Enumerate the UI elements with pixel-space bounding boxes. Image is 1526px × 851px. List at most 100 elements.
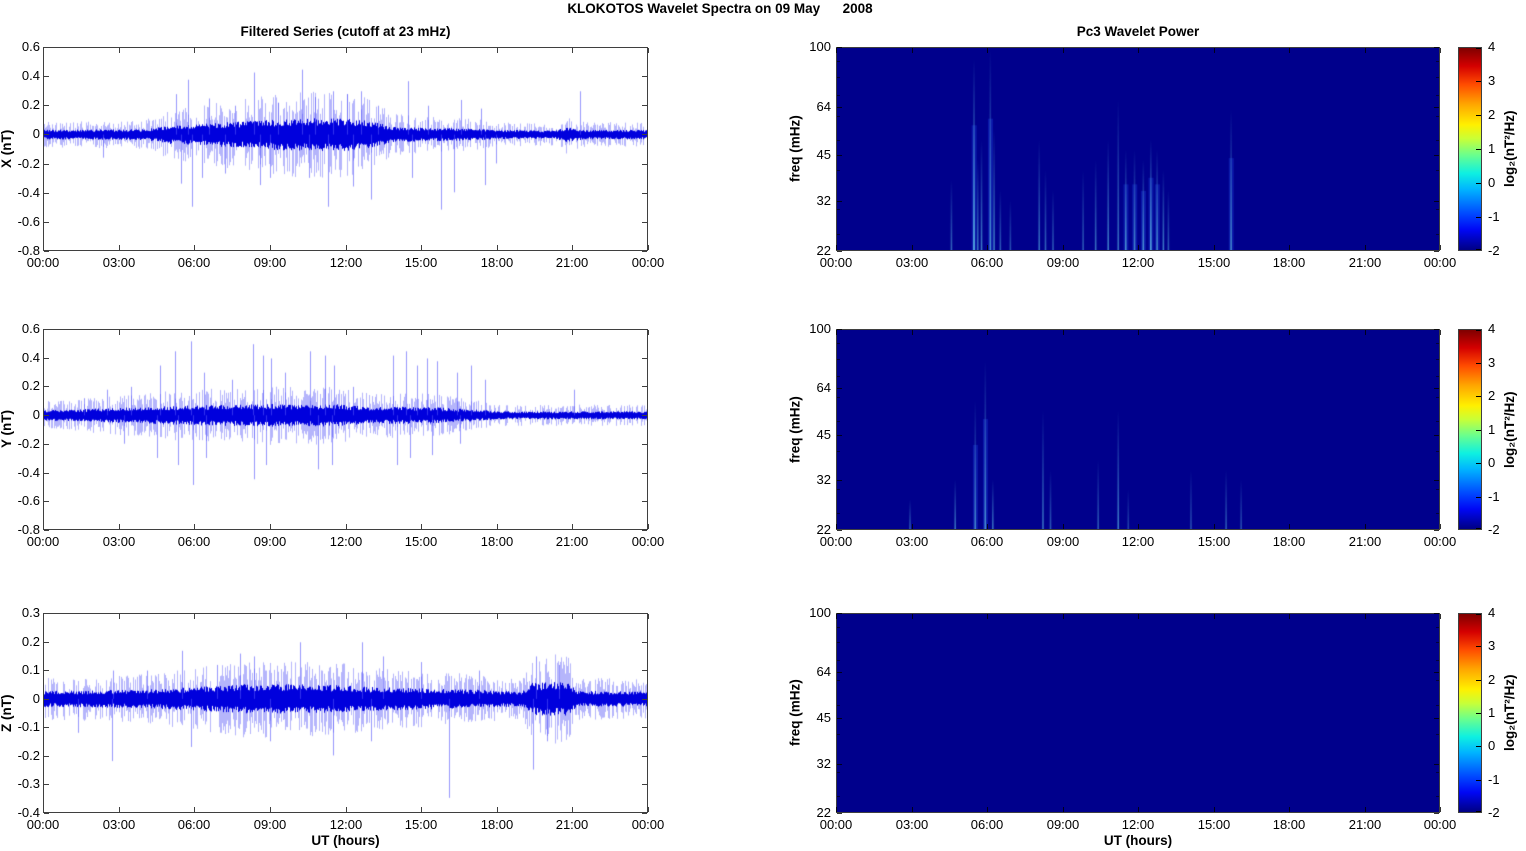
- tick-mark: [1436, 421, 1439, 422]
- tick-mark: [1436, 772, 1439, 773]
- x-tick-label: 18:00: [1272, 255, 1306, 270]
- x-tick-label: 00:00: [819, 817, 853, 832]
- x-tick-label: 03:00: [102, 255, 136, 270]
- tick-mark: [837, 627, 840, 628]
- freq-tick-label: 64: [816, 380, 831, 395]
- tick-mark: [572, 524, 573, 529]
- tick-mark: [642, 358, 647, 359]
- x-tick-label: 18:00: [480, 255, 514, 270]
- x-tick-label: 06:00: [177, 817, 211, 832]
- tick-mark: [642, 473, 647, 474]
- tick-mark: [44, 164, 49, 165]
- tick-mark: [1063, 807, 1064, 812]
- y-tick-label: -0.3: [17, 776, 40, 791]
- tick-mark: [648, 330, 649, 335]
- tick-mark: [1063, 614, 1064, 619]
- tick-mark: [346, 330, 347, 335]
- tick-mark: [44, 134, 49, 135]
- tick-mark: [44, 727, 49, 728]
- colorbar-tick-label: -2: [1488, 243, 1500, 258]
- freq-tick-label: 100: [809, 321, 831, 336]
- tick-mark: [1436, 209, 1439, 210]
- tick-mark: [1214, 807, 1215, 812]
- y-tick-label: 0.4: [21, 350, 40, 365]
- tick-mark: [1138, 524, 1139, 529]
- tick-mark: [1365, 48, 1366, 53]
- tick-mark: [837, 435, 842, 436]
- tick-mark: [44, 222, 49, 223]
- tick-mark: [837, 329, 842, 330]
- tick-mark: [642, 784, 647, 785]
- freq-tick-label: 22: [816, 243, 831, 258]
- tick-mark: [837, 209, 840, 210]
- tick-mark: [346, 524, 347, 529]
- tick-mark: [642, 222, 647, 223]
- tick-mark: [1476, 48, 1481, 49]
- z-timeseries-panel: [43, 613, 648, 813]
- x-tick-label: 12:00: [329, 817, 363, 832]
- tick-mark: [497, 330, 498, 335]
- freq-tick-label: 22: [816, 522, 831, 537]
- tick-mark: [1436, 451, 1439, 452]
- tick-mark: [497, 524, 498, 529]
- tick-mark: [346, 614, 347, 619]
- y-tick-label: 0: [32, 407, 40, 422]
- tick-mark: [1434, 530, 1439, 531]
- tick-mark: [1434, 107, 1439, 108]
- tick-mark: [270, 524, 271, 529]
- tick-mark: [1436, 140, 1439, 141]
- y-tick-label: 0.3: [21, 605, 40, 620]
- x-tick-label: 21:00: [1348, 255, 1382, 270]
- tick-mark: [912, 524, 913, 529]
- tick-mark: [44, 358, 49, 359]
- tick-mark: [642, 47, 647, 48]
- tick-mark: [1214, 614, 1215, 619]
- colorbar-tick-label: -1: [1488, 772, 1500, 787]
- tick-mark: [912, 614, 913, 619]
- tick-mark: [1476, 217, 1481, 218]
- tick-mark: [987, 807, 988, 812]
- x-tick-label: 09:00: [1046, 817, 1080, 832]
- tick-mark: [837, 201, 842, 202]
- colorbar-tick-label: 4: [1488, 321, 1496, 336]
- tick-mark: [1440, 614, 1441, 619]
- tick-mark: [837, 813, 842, 814]
- tick-mark: [421, 330, 422, 335]
- tick-mark: [1434, 613, 1439, 614]
- tick-mark: [837, 359, 840, 360]
- x-tick-label: 15:00: [404, 817, 438, 832]
- tick-mark: [1138, 245, 1139, 250]
- tick-mark: [1063, 524, 1064, 529]
- tick-mark: [837, 388, 842, 389]
- tick-mark: [1063, 330, 1064, 335]
- colorbar-tick-label: -2: [1488, 805, 1500, 820]
- colorbar-tick-label: 0: [1488, 175, 1496, 190]
- tick-mark: [1434, 672, 1439, 673]
- tick-mark: [194, 614, 195, 619]
- x-tick-label: 00:00: [26, 255, 60, 270]
- tick-mark: [837, 718, 842, 719]
- x-tick-label: 12:00: [329, 534, 363, 549]
- tick-mark: [194, 245, 195, 250]
- y-tick-label: -0.4: [17, 185, 40, 200]
- y-tick-label: -0.6: [17, 493, 40, 508]
- tick-mark: [1476, 614, 1481, 615]
- tick-mark: [44, 784, 49, 785]
- y-timeseries-canvas: [44, 330, 647, 529]
- freq-tick-label: 32: [816, 193, 831, 208]
- y-tick-label: 0.6: [21, 39, 40, 54]
- tick-mark: [912, 48, 913, 53]
- x-tick-label: 03:00: [102, 534, 136, 549]
- tick-mark: [1476, 528, 1481, 529]
- tick-mark: [572, 330, 573, 335]
- tick-mark: [837, 642, 840, 643]
- tick-mark: [1436, 489, 1439, 490]
- tick-mark: [44, 105, 49, 106]
- tick-mark: [43, 524, 44, 529]
- tick-mark: [837, 77, 840, 78]
- freq-tick-label: 45: [816, 147, 831, 162]
- colorbar-middle: [1458, 329, 1482, 530]
- tick-mark: [836, 807, 837, 812]
- tick-mark: [572, 614, 573, 619]
